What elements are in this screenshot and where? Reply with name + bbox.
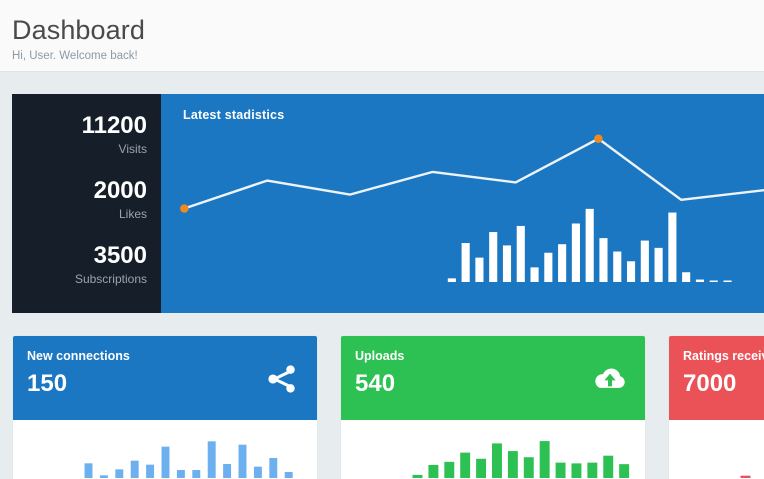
sparkline-bar: [269, 458, 278, 478]
sparkline-bar: [492, 443, 502, 478]
sparkline-bar: [523, 457, 534, 478]
sparkline-bar: [161, 446, 170, 478]
chart-bar: [502, 245, 512, 282]
sparkline-bar: [428, 464, 439, 478]
share-icon: [265, 362, 299, 396]
stat-likes-label: Likes: [118, 207, 147, 221]
sparkline-bar: [253, 466, 262, 478]
stat-likes-value: 2000: [93, 177, 147, 204]
sparkline-bar: [99, 475, 108, 478]
sparkline-bar: [444, 461, 455, 478]
chart-bar: [626, 261, 636, 282]
sparkline-bar: [192, 470, 201, 478]
new-connections-spark-svg: [84, 441, 293, 478]
card-ratings-received-label: Ratings received: [683, 349, 764, 363]
chart-bar: [668, 212, 677, 282]
sparkline-bar: [507, 451, 518, 478]
sparkline-bar: [539, 441, 550, 478]
chart-bar: [695, 279, 705, 282]
stat-likes: 2000 Likes: [12, 177, 147, 223]
chart-bar: [461, 243, 470, 282]
page-subtitle: Hi, User. Welcome back!: [12, 50, 138, 62]
main-chart-markers: [180, 134, 603, 213]
card-uploads[interactable]: Uploads 540: [340, 335, 646, 479]
card-ratings-received-sparkline: [669, 420, 764, 479]
uploads-spark-svg: [412, 441, 630, 478]
chart-bar: [544, 252, 553, 282]
sparkline-bar: [130, 460, 139, 478]
card-uploads-header: Uploads 540: [341, 336, 645, 420]
card-new-connections-header: New connections 150: [13, 336, 317, 420]
chart-bar: [530, 267, 539, 282]
chart-bar: [475, 257, 484, 282]
card-uploads-sparkline: [341, 420, 645, 479]
sparkline-bar: [284, 472, 293, 478]
sparkline-bar: [571, 463, 582, 478]
sparkline-bar: [238, 444, 247, 478]
main-content: 11200 Visits 2000 Likes 3500 Subscriptio…: [0, 72, 764, 479]
card-uploads-label: Uploads: [355, 349, 405, 363]
sparkline-bar: [223, 464, 232, 478]
sparkline-bar: [84, 463, 93, 478]
chart-title: Latest stadistics: [183, 108, 285, 122]
chart-bar: [723, 280, 732, 282]
main-chart-line: [183, 137, 764, 210]
stat-subscriptions-label: Subscriptions: [74, 272, 147, 286]
chart-bar: [682, 272, 691, 282]
summary-cards-row: New connections 150: [12, 335, 764, 479]
latest-statistics-panel: 11200 Visits 2000 Likes 3500 Subscriptio…: [12, 94, 764, 313]
card-ratings-received-header: Ratings received 7000: [669, 336, 764, 420]
stat-subscriptions-value: 3500: [93, 242, 147, 269]
chart-bar: [613, 251, 622, 282]
sparkline-bar: [176, 470, 185, 478]
sparkline-bar: [587, 462, 598, 478]
chart-bar: [585, 208, 594, 282]
cloud-upload-icon: [593, 362, 627, 396]
sparkline-bar: [476, 458, 487, 478]
stat-visits: 11200 Visits: [12, 112, 147, 158]
card-uploads-value: 540: [355, 370, 396, 397]
stats-summary-sidebar: 11200 Visits 2000 Likes 3500 Subscriptio…: [12, 94, 161, 313]
page-title: Dashboard: [12, 15, 145, 45]
sparkline-bar: [619, 464, 630, 478]
line-marker: [594, 134, 603, 143]
card-ratings-received[interactable]: Ratings received 7000: [668, 335, 764, 479]
sparkline-bar: [146, 464, 155, 478]
latest-statistics-chart[interactable]: Latest stadistics: [161, 94, 764, 313]
line-marker: [180, 204, 189, 213]
stat-subscriptions: 3500 Subscriptions: [12, 242, 147, 288]
chart-bar: [571, 223, 580, 282]
sparkline-bar: [115, 469, 124, 478]
card-new-connections-label: New connections: [27, 349, 130, 363]
chart-bar: [489, 232, 498, 282]
card-ratings-received-value: 7000: [683, 370, 737, 397]
chart-bar: [558, 244, 567, 282]
stat-visits-label: Visits: [118, 142, 147, 156]
stat-visits-value: 11200: [81, 112, 147, 139]
chart-bar: [709, 280, 718, 282]
card-new-connections[interactable]: New connections 150: [12, 335, 318, 479]
chart-bar: [654, 247, 663, 282]
main-chart-bars: [447, 208, 732, 282]
chart-bar: [516, 225, 525, 282]
sparkline-bar: [460, 452, 471, 478]
page-header: Dashboard Hi, User. Welcome back!: [0, 0, 764, 72]
card-new-connections-value: 150: [27, 370, 68, 397]
chart-bar: [447, 278, 456, 282]
sparkline-bar: [740, 475, 751, 478]
sparkline-bar: [207, 441, 216, 478]
sparkline-bar: [603, 455, 614, 478]
sparkline-bar: [412, 474, 423, 478]
chart-bar: [599, 238, 608, 282]
sparkline-bar: [555, 462, 566, 478]
card-new-connections-sparkline: [13, 420, 317, 479]
chart-bar: [640, 240, 649, 282]
ratings-received-spark-svg: [740, 475, 751, 478]
main-chart-svg[interactable]: [161, 94, 764, 313]
